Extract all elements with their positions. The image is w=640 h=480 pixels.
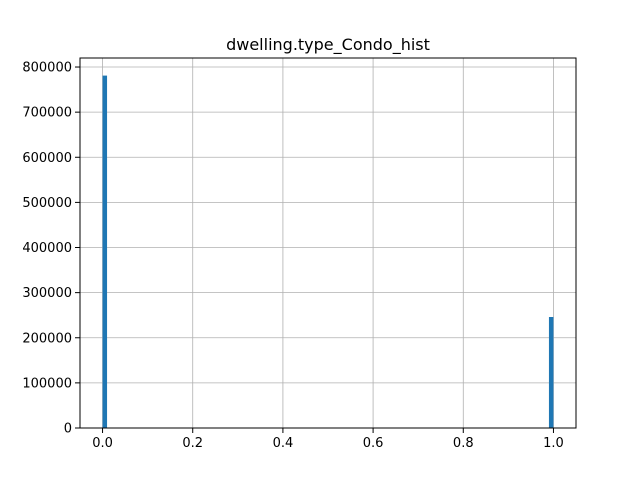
y-tick-label: 100000 [22, 376, 72, 391]
y-tick-label: 400000 [22, 241, 72, 256]
x-axis: 0.0 0.2 0.4 0.6 0.8 1.0 [92, 428, 564, 451]
y-tick-label: 0 [64, 422, 72, 437]
y-tick-label: 200000 [22, 331, 72, 346]
histogram-bar [102, 75, 108, 428]
x-tick-label: 1.0 [543, 436, 564, 451]
plot-frame [79, 57, 577, 429]
y-tick-label: 500000 [22, 196, 72, 211]
x-tick-label: 0.6 [363, 436, 384, 451]
y-tick-label: 700000 [22, 106, 72, 121]
x-tick-label: 0.2 [182, 436, 203, 451]
y-tick-label: 300000 [22, 286, 72, 301]
y-tick-label: 800000 [22, 61, 72, 76]
y-tick-label: 600000 [22, 151, 72, 166]
chart-title: dwelling.type_Condo_hist [226, 35, 430, 55]
histogram-bar [548, 317, 554, 428]
histogram-bars [102, 75, 554, 428]
y-axis: 0 100000 200000 300000 400000 500000 600000 700… [22, 61, 80, 437]
x-tick-label: 0.0 [92, 436, 113, 451]
x-tick-label: 0.8 [453, 436, 474, 451]
x-tick-label: 0.4 [273, 436, 294, 451]
grid-lines [80, 58, 576, 429]
